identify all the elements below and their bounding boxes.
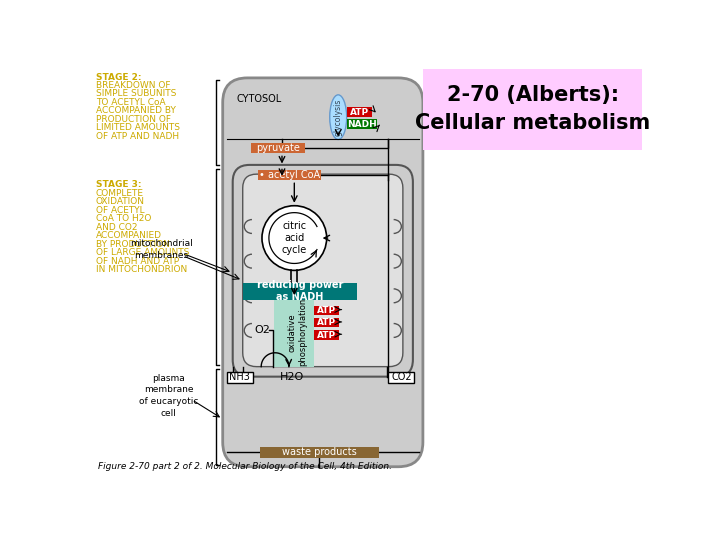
Text: pyruvate: pyruvate [256,143,300,153]
Text: LIMITED AMOUNTS: LIMITED AMOUNTS [96,123,180,132]
Text: STAGE 2:: STAGE 2: [96,72,141,82]
Text: reducing power
as NADH: reducing power as NADH [256,280,343,302]
Text: 2-70 (Alberts):
Cellular metabolism: 2-70 (Alberts): Cellular metabolism [415,85,650,133]
FancyBboxPatch shape [227,372,253,383]
FancyBboxPatch shape [423,69,642,150]
Text: OXIDATION: OXIDATION [96,197,145,206]
Text: OF ACETYL: OF ACETYL [96,206,144,215]
FancyBboxPatch shape [348,119,377,130]
Text: ATP: ATP [317,318,336,327]
Text: glycolysis: glycolysis [333,98,343,136]
Text: STAGE 3:: STAGE 3: [96,180,141,190]
FancyBboxPatch shape [251,143,305,153]
Text: IN MITOCHONDRION: IN MITOCHONDRION [96,265,187,274]
FancyBboxPatch shape [243,174,403,367]
Text: • acetyl CoA: • acetyl CoA [259,170,320,180]
Text: NH3: NH3 [229,373,250,382]
Text: plasma
membrane
of eucaryotic
cell: plasma membrane of eucaryotic cell [139,374,199,418]
FancyBboxPatch shape [260,447,379,457]
Text: BY PRODUCTION: BY PRODUCTION [96,240,169,248]
Text: citric
acid
cycle: citric acid cycle [282,221,307,255]
Text: mitochondrial
membranes: mitochondrial membranes [130,239,192,260]
Text: CO2: CO2 [391,373,412,382]
Text: oxidative
phosphorylation: oxidative phosphorylation [288,298,307,367]
FancyBboxPatch shape [274,298,315,367]
Text: OF NADH AND ATP: OF NADH AND ATP [96,256,179,266]
Text: COMPLETE: COMPLETE [96,189,144,198]
FancyBboxPatch shape [315,330,339,340]
Text: ATP: ATP [317,330,336,340]
FancyBboxPatch shape [315,306,339,315]
Text: BREAKDOWN OF: BREAKDOWN OF [96,81,170,90]
Circle shape [262,206,327,271]
Text: ACCOMPANIED: ACCOMPANIED [96,231,162,240]
FancyBboxPatch shape [258,170,321,180]
Text: TO ACETYL CoA: TO ACETYL CoA [96,98,166,107]
Text: ATP: ATP [317,306,336,315]
Text: PRODUCTION OF: PRODUCTION OF [96,115,171,124]
Text: SIMPLE SUBUNITS: SIMPLE SUBUNITS [96,90,176,98]
Text: CoA TO H2O: CoA TO H2O [96,214,151,223]
FancyBboxPatch shape [388,372,415,383]
Text: AND CO2: AND CO2 [96,222,137,232]
Text: waste products: waste products [282,447,356,457]
Text: H2O: H2O [280,372,304,382]
Text: ACCOMPANIED BY: ACCOMPANIED BY [96,106,176,116]
FancyBboxPatch shape [222,78,423,467]
Ellipse shape [330,95,346,139]
Text: NADH: NADH [347,120,377,129]
Text: ATP: ATP [350,107,369,117]
Text: CYTOSOL: CYTOSOL [237,94,282,104]
FancyBboxPatch shape [233,165,413,377]
FancyBboxPatch shape [348,107,372,117]
Text: Figure 2-70 part 2 of 2. Molecular Biology of the Cell, 4th Edition.: Figure 2-70 part 2 of 2. Molecular Biolo… [98,462,392,471]
Text: O2: O2 [255,326,271,335]
Text: OF LARGE AMOUNTS: OF LARGE AMOUNTS [96,248,189,257]
FancyBboxPatch shape [243,283,356,300]
FancyBboxPatch shape [315,318,339,327]
Text: OF ATP AND NADH: OF ATP AND NADH [96,132,179,141]
